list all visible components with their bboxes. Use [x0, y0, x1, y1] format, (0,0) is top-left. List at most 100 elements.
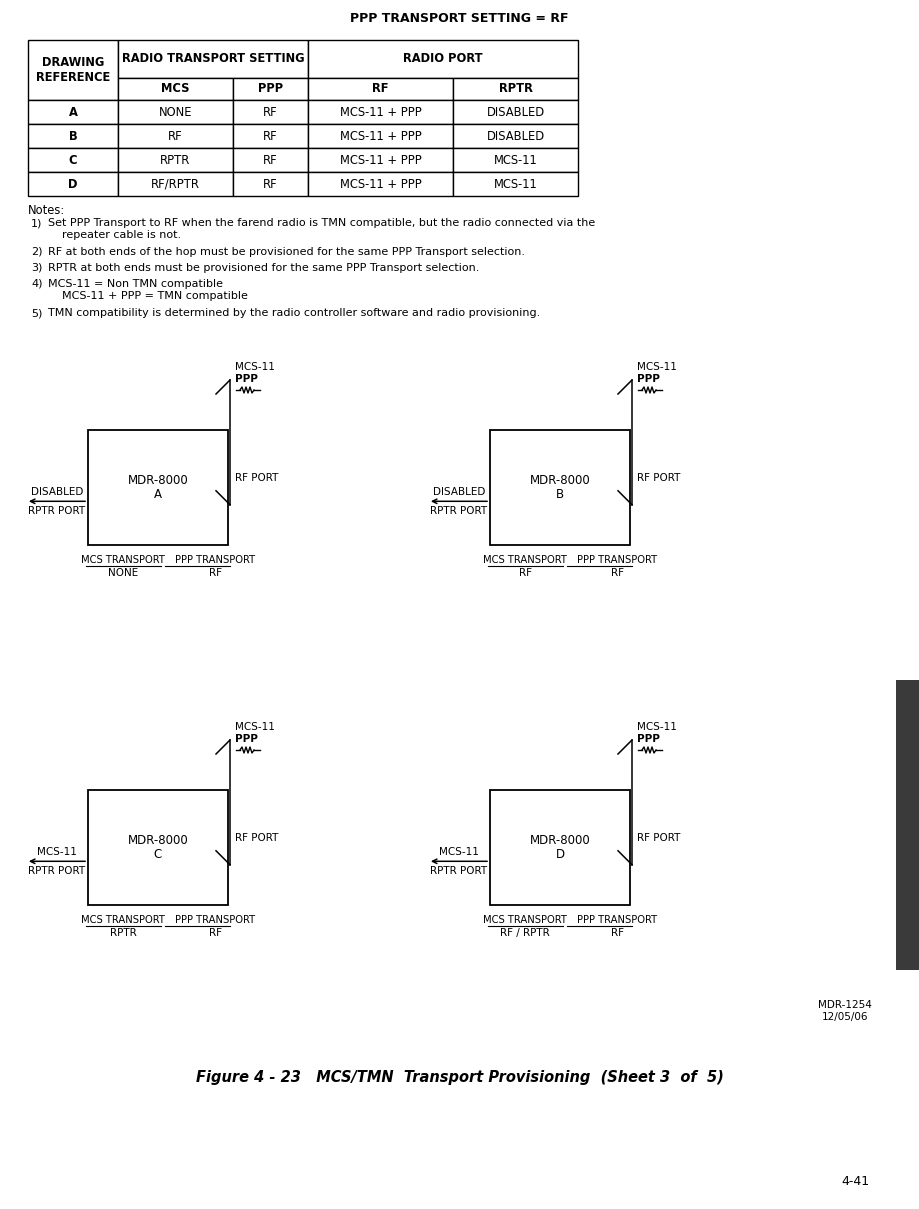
- Bar: [453, 172, 578, 196]
- Text: RF: RF: [263, 105, 278, 118]
- Text: PPP: PPP: [637, 734, 660, 744]
- Bar: [308, 40, 578, 79]
- Text: RPTR PORT: RPTR PORT: [430, 867, 488, 877]
- Bar: [453, 147, 578, 172]
- Bar: [88, 430, 228, 545]
- Bar: [118, 147, 233, 172]
- Text: RPTR PORT: RPTR PORT: [28, 507, 85, 516]
- Bar: [88, 789, 228, 906]
- Text: RF: RF: [263, 129, 278, 143]
- Text: NONE: NONE: [159, 105, 192, 118]
- Bar: [28, 40, 118, 100]
- Bar: [233, 79, 308, 100]
- Text: DISABLED: DISABLED: [433, 487, 485, 497]
- Text: 5): 5): [31, 308, 42, 318]
- Text: RF: RF: [209, 929, 221, 938]
- Text: MCS TRANSPORT: MCS TRANSPORT: [483, 915, 567, 925]
- Text: MDR-1254
12/05/06: MDR-1254 12/05/06: [818, 1000, 872, 1022]
- Text: RF PORT: RF PORT: [637, 833, 680, 844]
- Bar: [233, 172, 308, 196]
- Text: DRAWING
REFERENCE: DRAWING REFERENCE: [36, 56, 110, 83]
- Text: PPP: PPP: [235, 734, 258, 744]
- Text: RPTR: RPTR: [499, 82, 532, 96]
- Text: PPP TRANSPORT: PPP TRANSPORT: [176, 915, 255, 925]
- Text: RPTR: RPTR: [160, 154, 190, 167]
- Bar: [118, 40, 308, 79]
- Text: PPP TRANSPORT: PPP TRANSPORT: [577, 555, 657, 565]
- Text: MCS-11 + PPP: MCS-11 + PPP: [340, 154, 422, 167]
- Text: MCS TRANSPORT: MCS TRANSPORT: [81, 915, 165, 925]
- Text: C: C: [69, 154, 77, 167]
- Text: DISABLED: DISABLED: [31, 487, 84, 497]
- Bar: [896, 679, 919, 970]
- Text: RF: RF: [209, 568, 221, 578]
- Bar: [308, 172, 453, 196]
- Text: MCS TRANSPORT: MCS TRANSPORT: [483, 555, 567, 565]
- Text: MDR-8000
C: MDR-8000 C: [128, 833, 188, 862]
- Text: MCS TRANSPORT: MCS TRANSPORT: [81, 555, 165, 565]
- Text: RF: RF: [611, 929, 624, 938]
- Text: PPP TRANSPORT SETTING = RF: PPP TRANSPORT SETTING = RF: [350, 12, 569, 25]
- Text: DISABLED: DISABLED: [486, 105, 545, 118]
- Text: RF: RF: [372, 82, 389, 96]
- Text: MCS-11: MCS-11: [439, 848, 479, 857]
- Text: MCS-11 = Non TMN compatible
    MCS-11 + PPP = TMN compatible: MCS-11 = Non TMN compatible MCS-11 + PPP…: [48, 279, 248, 301]
- Bar: [118, 125, 233, 147]
- Bar: [28, 125, 118, 147]
- Text: RADIO TRANSPORT SETTING: RADIO TRANSPORT SETTING: [121, 52, 304, 65]
- Text: RPTR PORT: RPTR PORT: [28, 867, 85, 877]
- Text: RF: RF: [263, 178, 278, 191]
- Text: TMN compatibility is determined by the radio controller software and radio provi: TMN compatibility is determined by the r…: [48, 308, 540, 318]
- Bar: [308, 147, 453, 172]
- Text: MCS-11: MCS-11: [235, 361, 275, 372]
- Bar: [233, 100, 308, 125]
- Text: RF: RF: [611, 568, 624, 578]
- Text: PPP TRANSPORT: PPP TRANSPORT: [176, 555, 255, 565]
- Text: MDR-8000
D: MDR-8000 D: [529, 833, 590, 862]
- Text: B: B: [69, 129, 77, 143]
- Text: RPTR: RPTR: [109, 929, 136, 938]
- Text: PPP TRANSPORT: PPP TRANSPORT: [577, 915, 657, 925]
- Bar: [233, 147, 308, 172]
- Text: RF PORT: RF PORT: [637, 473, 680, 484]
- Text: RF: RF: [518, 568, 531, 578]
- Bar: [28, 147, 118, 172]
- Bar: [28, 172, 118, 196]
- Text: RF / RPTR: RF / RPTR: [500, 929, 550, 938]
- Bar: [118, 100, 233, 125]
- Text: RPTR at both ends must be provisioned for the same PPP Transport selection.: RPTR at both ends must be provisioned fo…: [48, 264, 480, 273]
- Bar: [28, 100, 118, 125]
- Text: PPP: PPP: [637, 374, 660, 384]
- Text: MCS-11: MCS-11: [637, 722, 677, 731]
- Text: RF/RPTR: RF/RPTR: [151, 178, 200, 191]
- Text: NONE: NONE: [108, 568, 138, 578]
- Text: MCS: MCS: [161, 82, 189, 96]
- Text: MCS-11 + PPP: MCS-11 + PPP: [340, 178, 422, 191]
- Text: MCS-11: MCS-11: [235, 722, 275, 731]
- Bar: [453, 79, 578, 100]
- Text: Notes:: Notes:: [28, 204, 65, 216]
- Text: 4-41: 4-41: [841, 1175, 869, 1188]
- Text: RF PORT: RF PORT: [235, 473, 278, 484]
- Text: A: A: [69, 105, 77, 118]
- Text: 2): 2): [31, 247, 42, 258]
- Text: PPP: PPP: [258, 82, 283, 96]
- Text: RPTR PORT: RPTR PORT: [430, 507, 488, 516]
- Bar: [308, 100, 453, 125]
- Bar: [233, 125, 308, 147]
- Bar: [308, 79, 453, 100]
- Bar: [118, 79, 233, 100]
- Text: D: D: [68, 178, 78, 191]
- Text: MCS-11: MCS-11: [37, 848, 77, 857]
- Text: RF PORT: RF PORT: [235, 833, 278, 844]
- Text: MCS-11 + PPP: MCS-11 + PPP: [340, 105, 422, 118]
- Bar: [490, 430, 630, 545]
- Text: RADIO PORT: RADIO PORT: [403, 52, 482, 65]
- Bar: [453, 125, 578, 147]
- Text: 4): 4): [31, 279, 42, 289]
- Bar: [118, 172, 233, 196]
- Text: Set PPP Transport to RF when the farend radio is TMN compatible, but the radio c: Set PPP Transport to RF when the farend …: [48, 218, 596, 239]
- Bar: [308, 125, 453, 147]
- Text: MCS-11: MCS-11: [494, 178, 538, 191]
- Bar: [453, 100, 578, 125]
